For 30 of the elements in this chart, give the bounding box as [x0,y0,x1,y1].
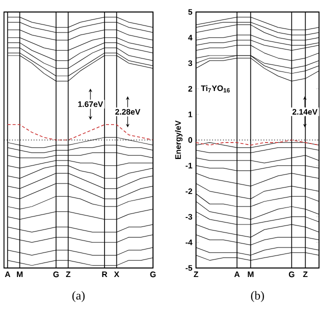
text: (a) [72,291,85,302]
y-tick-label: 0 [188,137,192,143]
y-tick-label: 4 [188,34,192,40]
x-tick-label: G [53,272,59,278]
y-tick-label: -3 [186,214,192,220]
y-tick-label: -4 [186,240,192,246]
y-tick-label: -5 [186,265,192,271]
y-tick-label: 3 [188,60,192,66]
x-tick-label: Z [66,272,70,278]
x-tick-label: M [16,272,23,278]
annotation: Ti$_{7}$YO$_{16}$ [200,85,230,92]
annotation: 2.14eV [292,109,318,115]
y-tick-label: -1 [186,162,192,168]
x-tick-label: A [234,272,240,278]
y-tick-label: 5 [188,9,192,15]
x-tick-label: Z [194,272,198,278]
x-tick-label: R [102,272,108,278]
text: (b) [251,291,264,302]
x-tick-label: G [150,272,156,278]
x-tick-label: M [248,272,254,278]
y-tick-label: 2 [188,86,192,92]
x-tick-label: Z [303,272,308,278]
annotation: 2.28eV [115,109,140,115]
y-tick-label: 1 [188,112,192,118]
annotation: 1.67eV [78,101,104,107]
y-axis-title: Energy/eV [174,120,182,160]
x-tick-label: G [288,272,294,278]
x-tick-label: A [4,272,10,278]
y-tick-label: -2 [186,188,192,194]
x-tick-label: X [114,272,120,278]
